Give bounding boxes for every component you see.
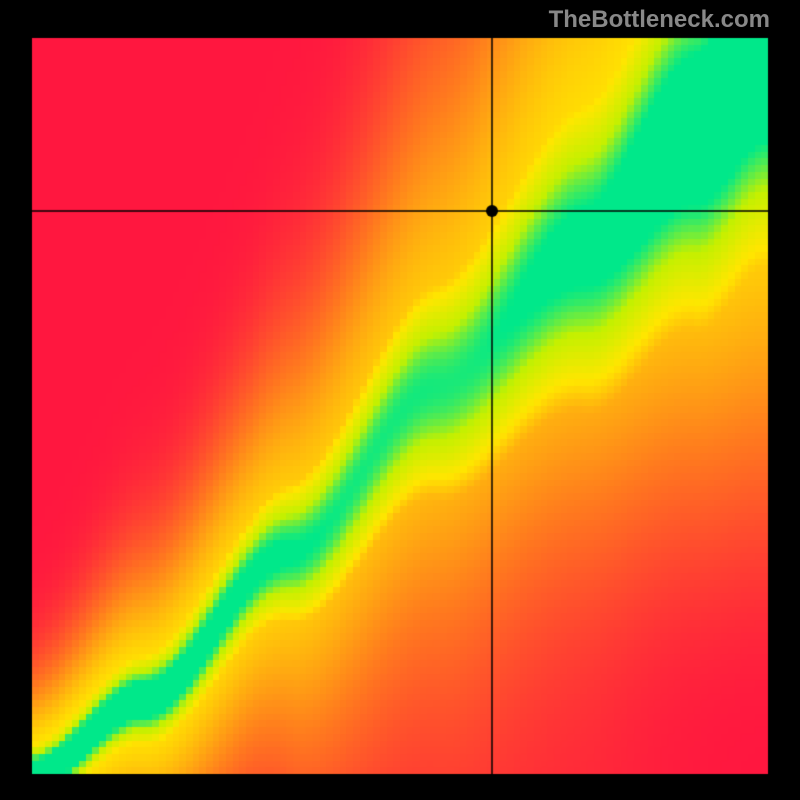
watermark-text: TheBottleneck.com: [549, 6, 770, 34]
bottleneck-heatmap: [0, 0, 800, 800]
chart-container: TheBottleneck.com: [0, 0, 800, 800]
